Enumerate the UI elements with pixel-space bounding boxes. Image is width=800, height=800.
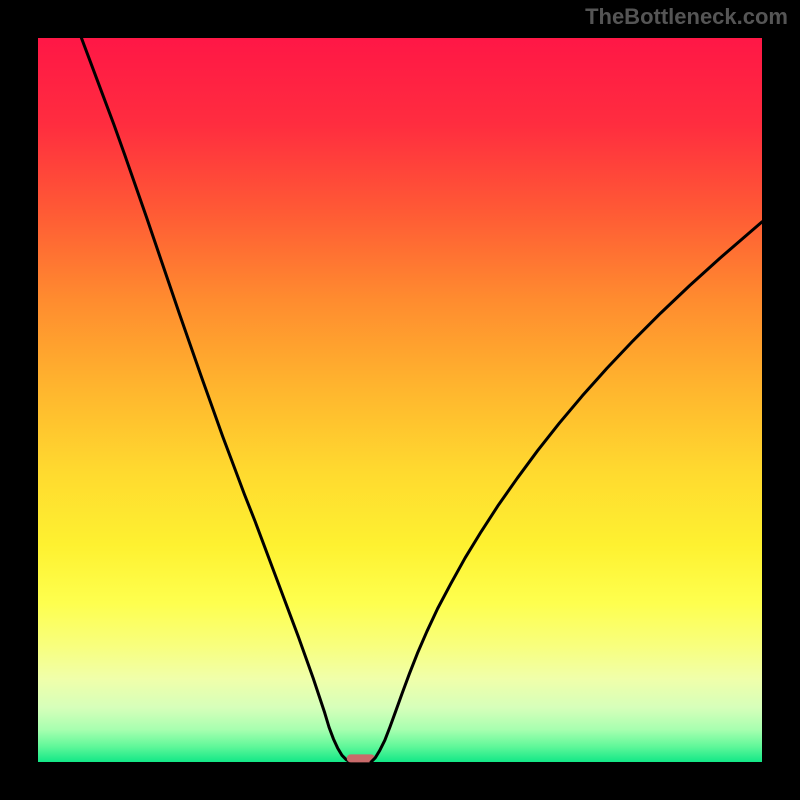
plot-background <box>38 38 762 762</box>
bottleneck-chart <box>0 0 800 800</box>
watermark-text: TheBottleneck.com <box>585 4 788 30</box>
chart-container: TheBottleneck.com <box>0 0 800 800</box>
